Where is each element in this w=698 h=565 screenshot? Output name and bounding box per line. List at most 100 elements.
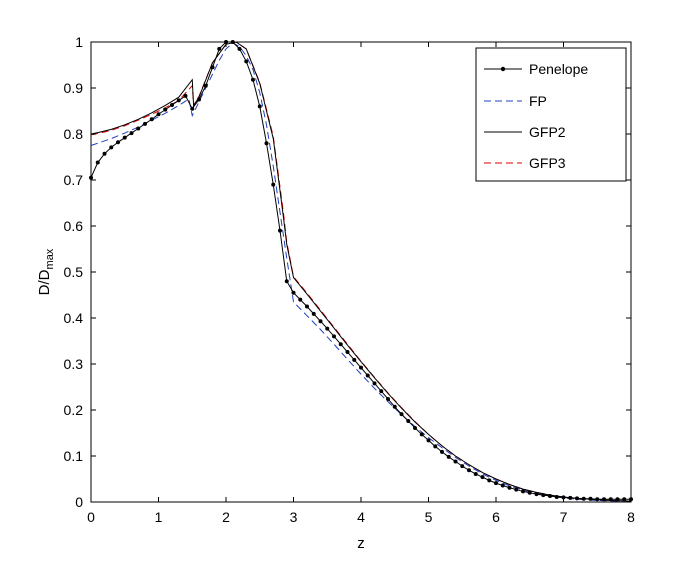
data-point-penelope (305, 304, 309, 309)
y-tick-label: 0.2 (64, 402, 84, 418)
data-point-penelope (460, 464, 465, 469)
data-point-penelope (116, 140, 120, 145)
y-tick-label: 0.8 (64, 126, 84, 142)
data-point-penelope (298, 297, 303, 302)
y-tick-label: 0 (75, 494, 83, 510)
data-point-penelope (365, 373, 370, 378)
data-point-penelope (473, 471, 478, 476)
data-point-penelope (575, 496, 579, 501)
y-axis-label-main: D/D (36, 269, 53, 295)
data-point-penelope (534, 492, 539, 497)
x-tick-label: 6 (492, 509, 500, 525)
data-point-penelope (102, 151, 107, 156)
data-point-penelope (176, 98, 181, 103)
data-point-penelope (278, 228, 282, 233)
data-point-penelope (237, 46, 242, 51)
x-tick-label: 1 (155, 509, 163, 525)
data-point-penelope (622, 497, 627, 502)
data-point-penelope (284, 279, 289, 284)
x-tick-label: 2 (222, 509, 230, 525)
data-point-penelope (433, 444, 438, 449)
y-tick-label: 0.3 (64, 356, 84, 372)
data-point-penelope (467, 468, 471, 473)
data-point-penelope (197, 97, 201, 102)
x-tick-label: 5 (425, 509, 433, 525)
data-point-penelope (446, 454, 451, 459)
x-axis-label: z (357, 535, 365, 552)
data-point-penelope (399, 412, 404, 417)
data-point-penelope (480, 475, 485, 480)
y-tick-label: 0.5 (64, 264, 84, 280)
legend: Penelope FP GFP2 GFP3 (475, 47, 627, 182)
data-point-penelope (264, 141, 269, 146)
x-tick-label: 4 (357, 509, 365, 525)
data-point-penelope (230, 40, 235, 44)
data-point-penelope (183, 93, 188, 98)
data-point-penelope (521, 489, 525, 494)
data-point-penelope (548, 494, 552, 499)
tick-layer: 0 1 2 3 4 5 6 7 8 0 0.1 0.2 0.3 0.4 0.5 0.6 0.7 0.8 0.9 1 (64, 34, 636, 525)
series-line-gfp2 (90, 41, 632, 502)
data-point-penelope (170, 103, 174, 108)
y-axis-label: D/Dmax (36, 248, 56, 295)
x-tick-label: 3 (290, 509, 298, 525)
data-point-penelope (122, 135, 127, 140)
data-point-penelope (217, 46, 222, 51)
data-point-penelope (203, 83, 208, 88)
data-point-penelope (332, 334, 336, 339)
data-point-penelope (291, 290, 296, 295)
y-tick-label: 0.7 (64, 172, 84, 188)
legend-label-gfp3: GFP3 (529, 155, 566, 171)
data-point-penelope (419, 432, 424, 437)
data-point-penelope (514, 487, 519, 492)
y-tick-label: 0.6 (64, 218, 84, 234)
legend-label-gfp2: GFP2 (529, 124, 566, 140)
x-tick-label: 7 (560, 509, 568, 525)
data-point-penelope (95, 160, 100, 165)
data-point-penelope (325, 326, 330, 331)
data-point-penelope (595, 497, 600, 502)
data-point-penelope (379, 389, 384, 394)
series-layer (89, 40, 633, 503)
data-point-penelope (494, 481, 498, 486)
data-point-penelope (392, 404, 397, 409)
data-point-penelope (89, 175, 93, 180)
data-point-penelope (386, 396, 390, 401)
data-point-penelope (156, 112, 161, 117)
data-point-penelope (453, 459, 458, 464)
data-point-penelope (318, 319, 323, 324)
data-point-penelope (602, 497, 606, 502)
data-point-penelope (581, 496, 586, 501)
legend-label-penelope: Penelope (529, 61, 588, 77)
data-point-penelope (426, 438, 431, 443)
data-point-penelope (210, 65, 215, 70)
legend-box (475, 47, 627, 182)
data-point-penelope (372, 381, 377, 386)
data-point-penelope (251, 77, 255, 82)
data-point-penelope (359, 365, 363, 370)
y-tick-label: 0.1 (64, 448, 84, 464)
y-axis-label-subscript: max (44, 248, 56, 269)
data-point-penelope (487, 478, 492, 483)
x-tick-label: 8 (627, 509, 635, 525)
x-tick-label: 0 (87, 509, 95, 525)
data-point-penelope (257, 104, 262, 109)
data-point-penelope (541, 493, 546, 498)
data-point-penelope (109, 145, 114, 150)
series-line-fp (90, 42, 632, 503)
data-point-penelope (413, 425, 417, 430)
data-point-penelope (271, 182, 276, 187)
data-point-penelope (338, 342, 343, 347)
data-point-penelope (129, 131, 134, 136)
y-tick-label: 0.9 (64, 80, 84, 96)
data-point-penelope (190, 106, 195, 111)
data-point-penelope (244, 59, 249, 64)
data-point-penelope (163, 107, 168, 112)
data-point-penelope (615, 497, 620, 502)
data-point-penelope (500, 483, 505, 488)
data-point-penelope (507, 485, 512, 490)
data-point-penelope (440, 449, 444, 454)
data-point-penelope (143, 121, 147, 126)
data-point-penelope (311, 311, 316, 316)
data-point-penelope (406, 419, 411, 424)
